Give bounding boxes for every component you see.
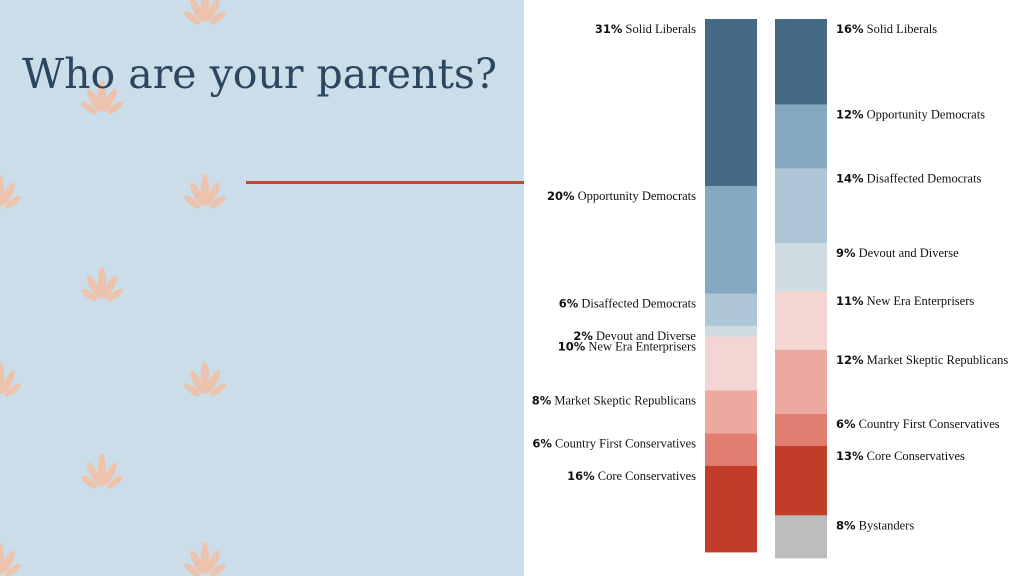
right-segment-category: Market Skeptic Republicans <box>864 353 1009 367</box>
right-bar-segment-market-skeptic-republicans <box>775 349 827 415</box>
stacked-bar-charts: 31% Solid Liberals 20% Opportunity Democr… <box>524 0 1024 576</box>
right-segment-value: 13% <box>836 449 864 463</box>
left-segment-label-core-conservatives: 16% Core Conservatives <box>567 469 696 483</box>
leaf-icon <box>79 267 125 304</box>
left-segment-category: Solid Liberals <box>622 22 696 36</box>
leaf-icon <box>0 362 23 399</box>
right-segment-label-solid-liberals: 16% Solid Liberals <box>836 22 937 36</box>
left-bar-segment-opportunity-democrats <box>705 185 757 294</box>
accent-divider <box>246 181 524 184</box>
right-segment-label-disaffected-democrats: 14% Disaffected Democrats <box>836 171 981 185</box>
leaf-icon <box>0 174 23 211</box>
right-segment-category: Country First Conservatives <box>856 417 1000 431</box>
leaf-icon <box>0 542 23 576</box>
title-panel: Who are your parents? <box>0 0 524 576</box>
leaf-icon <box>79 454 125 491</box>
right-segment-value: 6% <box>836 417 856 431</box>
right-segment-label-bystanders: 8% Bystanders <box>836 518 914 532</box>
right-bar-segment-new-era-enterprisers <box>775 291 827 351</box>
leaf-icon <box>182 362 228 399</box>
right-segment-label-opportunity-democrats: 12% Opportunity Democrats <box>836 107 985 121</box>
left-segment-label-solid-liberals: 31% Solid Liberals <box>595 22 696 36</box>
left-segment-label-new-era-enterprisers: 10% New Era Enterprisers <box>558 340 696 354</box>
page-title: Who are your parents? <box>22 50 497 98</box>
right-segment-value: 12% <box>836 353 864 367</box>
right-segment-category: Solid Liberals <box>864 22 938 36</box>
left-segment-value: 2% <box>573 329 593 343</box>
left-segment-category: Disaffected Democrats <box>578 297 696 311</box>
left-segment-category: Market Skeptic Republicans <box>551 393 696 407</box>
right-segment-value: 16% <box>836 22 864 36</box>
right-segment-category: Bystanders <box>856 518 915 532</box>
left-segment-category: Core Conservatives <box>595 469 697 483</box>
left-segment-label-opportunity-democrats: 20% Opportunity Democrats <box>547 189 696 203</box>
left-segment-value: 6% <box>532 437 552 451</box>
left-bar-segment-solid-liberals <box>705 19 757 187</box>
right-bar-segment-bystanders <box>775 515 827 559</box>
left-bar-segment-new-era-enterprisers <box>705 336 757 391</box>
right-segment-value: 8% <box>836 518 856 532</box>
left-segment-label-disaffected-democrats: 6% Disaffected Democrats <box>559 297 696 311</box>
left-segment-value: 10% <box>558 340 586 354</box>
right-segment-label-devout-and-diverse: 9% Devout and Diverse <box>836 246 959 260</box>
leaf-icon <box>182 542 228 576</box>
right-bar-segment-devout-and-diverse <box>775 243 827 292</box>
right-segment-label-country-first-conservatives: 6% Country First Conservatives <box>836 417 1000 431</box>
left-segment-label-market-skeptic-republicans: 8% Market Skeptic Republicans <box>532 393 696 407</box>
chart-canvas: 31% Solid Liberals 20% Opportunity Democr… <box>532 19 1008 559</box>
right-segment-label-core-conservatives: 13% Core Conservatives <box>836 449 965 463</box>
left-segment-value: 6% <box>559 297 579 311</box>
right-segment-label-new-era-enterprisers: 11% New Era Enterprisers <box>836 294 974 308</box>
left-bar-segment-market-skeptic-republicans <box>705 390 757 434</box>
right-segment-label-market-skeptic-republicans: 12% Market Skeptic Republicans <box>836 353 1008 367</box>
right-segment-value: 11% <box>836 294 864 308</box>
right-segment-value: 12% <box>836 107 864 121</box>
left-segment-category: Opportunity Democrats <box>574 189 696 203</box>
left-bar-segment-core-conservatives <box>705 465 757 553</box>
right-stacked-bar: 16% Solid Liberals 12% Opportunity Democr… <box>775 19 1008 559</box>
right-segment-value: 9% <box>836 246 856 260</box>
right-segment-category: New Era Enterprisers <box>864 294 975 308</box>
right-bar-segment-opportunity-democrats <box>775 104 827 169</box>
right-bar-segment-country-first-conservatives <box>775 413 827 447</box>
right-bar-segment-solid-liberals <box>775 19 827 105</box>
right-segment-value: 14% <box>836 171 864 185</box>
right-segment-category: Core Conservatives <box>864 449 966 463</box>
left-segment-value: 8% <box>532 393 552 407</box>
right-bar-segment-disaffected-democrats <box>775 168 827 244</box>
leaf-icon <box>182 174 228 211</box>
left-segment-value: 16% <box>567 469 595 483</box>
right-bar-segment-core-conservatives <box>775 445 827 516</box>
left-segment-category: Country First Conservatives <box>552 437 696 451</box>
left-bar-segment-devout-and-diverse <box>705 325 757 338</box>
right-segment-category: Disaffected Democrats <box>864 171 982 185</box>
right-segment-category: Opportunity Democrats <box>864 107 986 121</box>
leaf-icon <box>182 0 228 27</box>
left-segment-label-devout-and-diverse: 2% Devout and Diverse <box>573 329 696 343</box>
left-segment-label-country-first-conservatives: 6% Country First Conservatives <box>532 437 696 451</box>
left-segment-category: New Era Enterprisers <box>585 340 696 354</box>
left-segment-value: 31% <box>595 22 623 36</box>
left-segment-category: Devout and Diverse <box>593 329 697 343</box>
left-stacked-bar: 31% Solid Liberals 20% Opportunity Democr… <box>532 19 757 553</box>
left-bar-segment-country-first-conservatives <box>705 433 757 467</box>
left-segment-value: 20% <box>547 189 575 203</box>
left-bar-segment-disaffected-democrats <box>705 293 757 327</box>
right-segment-category: Devout and Diverse <box>856 246 960 260</box>
